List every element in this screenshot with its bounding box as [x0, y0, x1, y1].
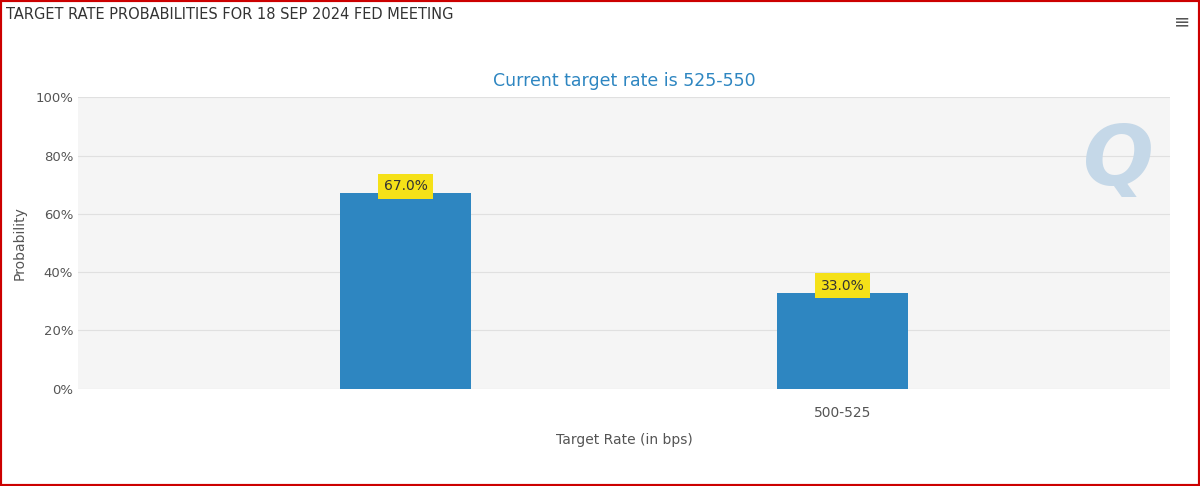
X-axis label: Target Rate (in bps): Target Rate (in bps): [556, 433, 692, 447]
Bar: [340, 193, 472, 389]
Text: Q: Q: [1082, 121, 1153, 202]
Text: ≡: ≡: [1174, 12, 1190, 31]
Text: 67.0%: 67.0%: [384, 179, 427, 193]
Text: TARGET RATE PROBABILITIES FOR 18 SEP 2024 FED MEETING: TARGET RATE PROBABILITIES FOR 18 SEP 202…: [6, 7, 454, 22]
Bar: [776, 293, 908, 389]
Text: 500-525: 500-525: [814, 406, 871, 420]
Y-axis label: Probability: Probability: [13, 206, 26, 280]
Title: Current target rate is 525-550: Current target rate is 525-550: [493, 72, 755, 90]
Text: 33.0%: 33.0%: [821, 278, 864, 293]
